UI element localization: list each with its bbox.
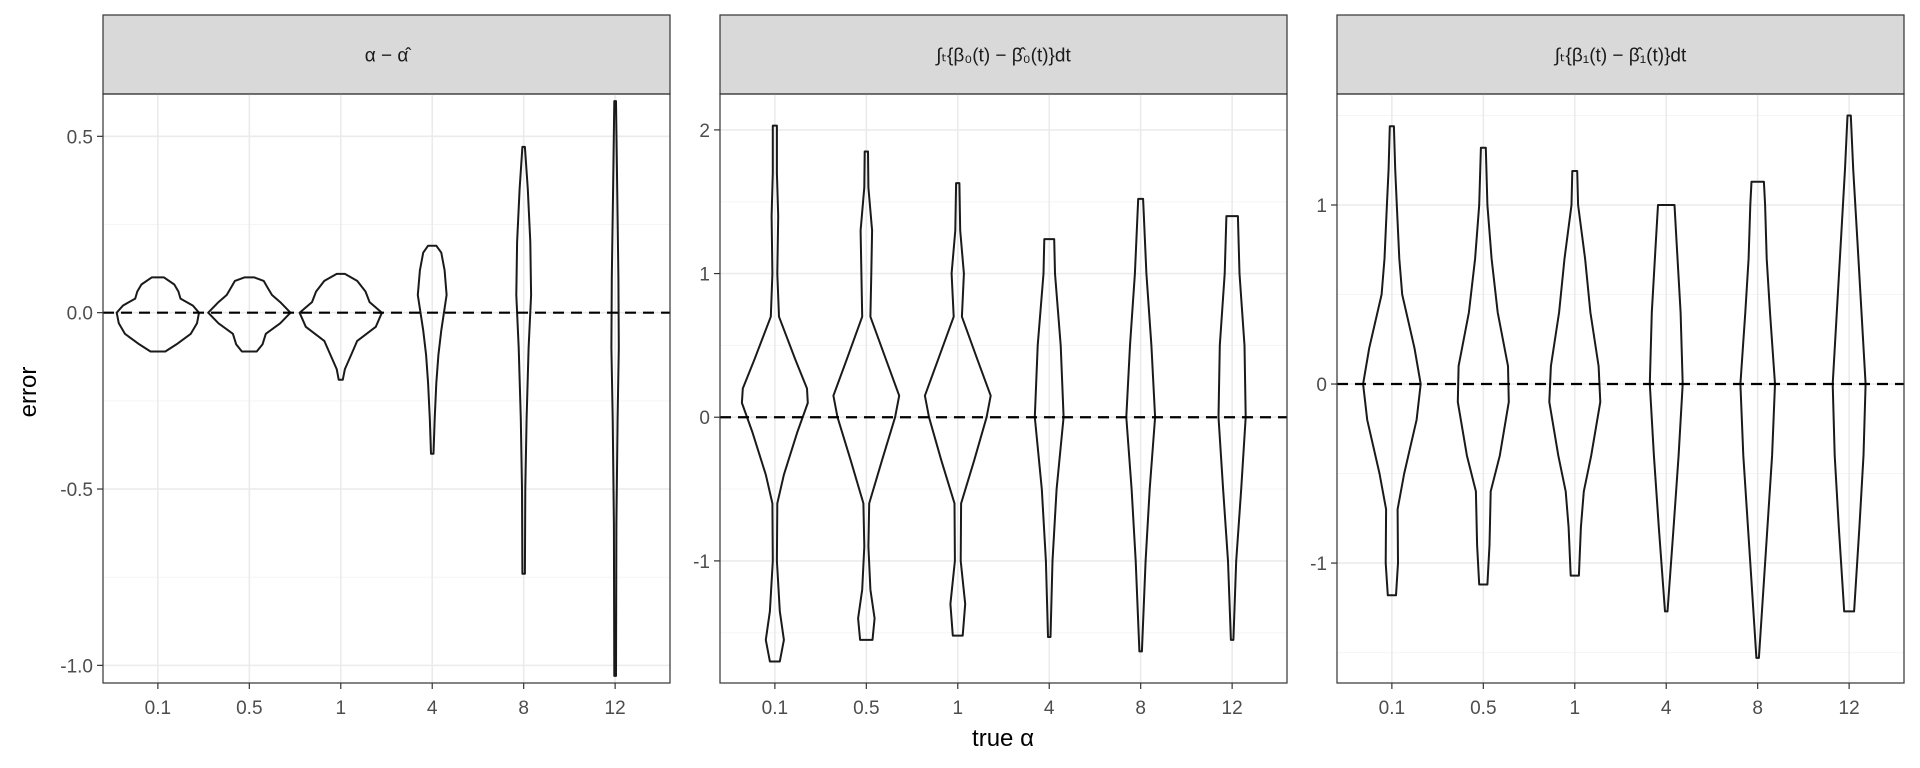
y-tick-label: 0.5 [67,127,93,148]
y-tick-label: 1 [1316,196,1327,217]
facet-strip [1336,14,1905,95]
violin-0.1 [115,276,200,353]
y-tick-label: 0.0 [67,304,93,325]
x-tick-label: 0.5 [236,698,262,719]
violin-8 [515,145,533,575]
violin-4 [1648,204,1684,613]
x-tick-label: 0.5 [853,698,879,719]
x-tick-label: 0.1 [1379,698,1405,719]
x-tick-label: 1 [1569,698,1580,719]
x-tick-label: 12 [1222,698,1243,719]
violin-0.1 [740,124,809,663]
x-tick-label: 0.5 [1470,698,1496,719]
violin-0.1 [1362,125,1422,597]
facet-strip [719,14,1288,95]
x-tick-label: 12 [605,698,626,719]
violin-8 [1739,180,1776,659]
y-tick-label: 1 [699,265,710,286]
facet-panels: α − α̂-1.0-0.50.00.50.1 0.5 1 4 8 12∫ₜ{β₀(t) … [60,14,1905,719]
violin-0.5 [1456,146,1510,586]
x-tick-label: 4 [427,698,438,719]
panel-border [102,93,671,684]
panel-border [1336,93,1905,684]
y-tick-label: -1.0 [60,656,93,677]
violin-8 [1125,197,1157,653]
violin-4 [1033,238,1065,638]
facet-strip-label: ∫ₜ{β₀(t) − β̂₀(t)}dt [935,46,1071,67]
y-tick-label: 2 [699,121,710,142]
facet-panel-3: ∫ₜ{β₁(t) − β̂₁(t)}dt -1 0 1 0.1 0.5 1 4 8 12 [1310,14,1905,719]
x-tick-label: 4 [1661,698,1672,719]
x-tick-label: 0.1 [762,698,788,719]
x-tick-label: 0.1 [145,698,171,719]
x-tick-label: 1 [335,698,346,719]
y-tick-label: 0 [1316,375,1327,396]
violin-12 [1831,114,1867,613]
facet-strip-label: α − α̂ [365,46,413,67]
x-tick-label: 8 [1752,698,1763,719]
y-tick-label: 0 [699,408,710,429]
violin-12 [610,100,620,677]
x-tick-label: 1 [952,698,963,719]
y-tick-label: -1 [693,552,710,573]
y-axis-title: error [15,367,42,418]
y-tick-label: -1 [1310,554,1327,575]
violin-1 [923,182,992,637]
violin-0.5 [832,150,901,641]
violin-0.5 [207,276,292,353]
x-tick-label: 12 [1839,698,1860,719]
violin-12 [1217,215,1247,641]
x-tick-label: 8 [1135,698,1146,719]
x-tick-label: 8 [518,698,529,719]
facet-panel-1: α − α̂ -1.0 -0.5 0.0 0.5 0.1 0.5 1 4 8 12 [60,14,671,719]
violin-1 [1548,170,1602,577]
violin-1 [298,272,383,381]
x-tick-label: 4 [1044,698,1055,719]
panel-border [719,93,1288,684]
x-axis-title: true α [972,725,1034,752]
facet-strip [102,14,671,95]
y-tick-label: -0.5 [60,480,93,501]
facet-strip-label: ∫ₜ{β₁(t) − β̂₁(t)}dt [1554,46,1687,67]
violin-4 [416,244,448,455]
